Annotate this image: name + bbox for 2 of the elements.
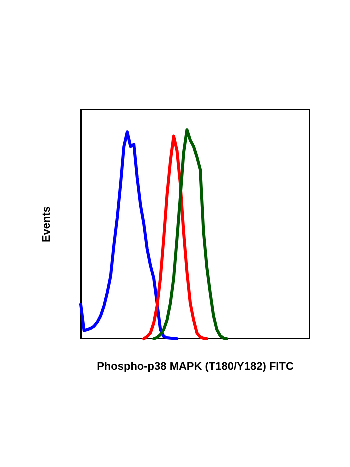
- y-axis-title: Events: [41, 206, 53, 243]
- x-axis-title: Phospho-p38 MAPK (T180/Y182) FITC: [97, 361, 294, 373]
